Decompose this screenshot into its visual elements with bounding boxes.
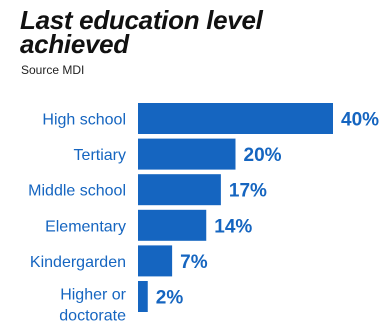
category-label: Middle school xyxy=(28,183,126,200)
category-label: Kindergarden xyxy=(30,254,126,271)
chart-subtitle: Source MDI xyxy=(21,63,85,77)
category-label: High school xyxy=(42,112,126,129)
bar-high-school xyxy=(138,103,333,134)
chart-title-line-1: Last education level xyxy=(20,5,263,35)
value-label: 14% xyxy=(214,216,252,237)
bar-higher-or-doctorate xyxy=(138,281,148,312)
chart-title-line-2: achieved xyxy=(20,29,129,59)
value-label: 20% xyxy=(244,145,282,166)
bar-elementary xyxy=(138,209,207,241)
value-label: 2% xyxy=(156,288,184,309)
bar-tertiary xyxy=(138,138,236,170)
value-label: 17% xyxy=(229,181,267,202)
bar-kindergarden xyxy=(138,245,173,277)
value-label: 40% xyxy=(341,110,379,131)
category-label: Tertiary xyxy=(74,147,126,164)
bar-middle-school xyxy=(138,174,221,206)
value-label: 7% xyxy=(180,252,208,273)
category-label: Elementary xyxy=(45,218,126,235)
category-label: Higher or doctorate xyxy=(59,287,126,325)
chart-title: Last education level achieved xyxy=(20,5,263,59)
